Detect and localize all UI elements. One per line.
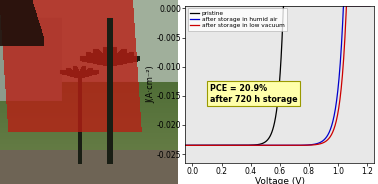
Text: PCE = 20.9%
after 720 h storage: PCE = 20.9% after 720 h storage (210, 84, 297, 104)
Y-axis label: J(A·cm⁻²): J(A·cm⁻²) (146, 65, 155, 103)
X-axis label: Voltage (V): Voltage (V) (255, 177, 305, 184)
Legend: pristine, after storage in humid air, after storage in low vacuum: pristine, after storage in humid air, af… (188, 8, 287, 31)
